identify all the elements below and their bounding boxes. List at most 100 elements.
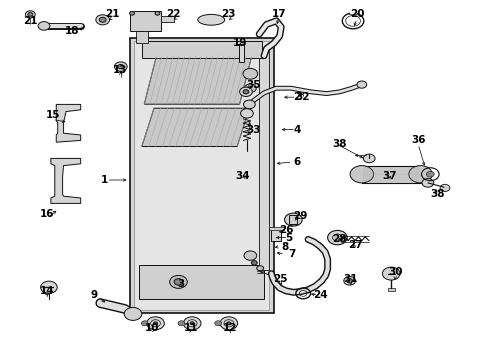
Bar (139, 265, 264, 299)
Circle shape (244, 251, 256, 260)
Polygon shape (56, 104, 81, 142)
Polygon shape (144, 56, 251, 104)
Circle shape (243, 100, 255, 109)
Text: 26: 26 (278, 225, 293, 235)
Bar (236, 41, 245, 44)
Circle shape (155, 12, 160, 15)
Text: 2: 2 (293, 92, 300, 102)
Polygon shape (142, 108, 249, 147)
Bar (142, 41, 261, 58)
Circle shape (343, 276, 355, 285)
Text: 22: 22 (166, 9, 181, 19)
Bar (268, 227, 283, 230)
Text: 33: 33 (245, 125, 260, 135)
Circle shape (146, 317, 164, 330)
Text: 31: 31 (343, 274, 357, 284)
Bar (129, 38, 273, 313)
Text: 36: 36 (410, 135, 425, 145)
Circle shape (169, 275, 187, 288)
Circle shape (327, 230, 346, 245)
Text: 18: 18 (65, 26, 80, 36)
Bar (134, 41, 268, 310)
Circle shape (363, 154, 374, 163)
Text: 23: 23 (221, 9, 236, 19)
Text: 20: 20 (349, 9, 364, 19)
Circle shape (190, 322, 194, 325)
Text: 25: 25 (272, 274, 287, 284)
Text: 11: 11 (183, 323, 198, 333)
Text: 12: 12 (222, 323, 237, 333)
Text: 16: 16 (40, 209, 54, 219)
Text: 3: 3 (177, 279, 184, 289)
Bar (289, 215, 297, 224)
Circle shape (38, 22, 50, 30)
Circle shape (244, 84, 256, 93)
Circle shape (153, 322, 157, 325)
Text: 15: 15 (45, 110, 60, 120)
Text: 1: 1 (100, 175, 107, 185)
Text: 21: 21 (105, 9, 120, 19)
Circle shape (251, 261, 257, 265)
Text: 10: 10 (144, 323, 159, 333)
Circle shape (96, 15, 109, 25)
Bar (271, 229, 281, 241)
Circle shape (382, 267, 399, 280)
Text: 28: 28 (331, 234, 346, 244)
Circle shape (243, 68, 257, 79)
Circle shape (224, 320, 233, 327)
Circle shape (240, 109, 253, 118)
Text: 13: 13 (112, 65, 127, 75)
Text: 30: 30 (387, 267, 402, 277)
Circle shape (346, 279, 352, 283)
Circle shape (214, 321, 221, 326)
Bar (361, 166, 420, 183)
Circle shape (178, 321, 184, 326)
Ellipse shape (197, 14, 224, 25)
Bar (387, 288, 394, 291)
Text: 7: 7 (288, 249, 295, 259)
Circle shape (356, 81, 366, 88)
Text: 17: 17 (271, 9, 285, 19)
Circle shape (220, 317, 237, 330)
Text: 21: 21 (23, 16, 38, 26)
Circle shape (25, 11, 35, 18)
Text: 34: 34 (235, 171, 250, 181)
Circle shape (408, 166, 431, 183)
Text: 38: 38 (429, 189, 444, 199)
Text: 37: 37 (382, 171, 396, 181)
Circle shape (256, 266, 263, 271)
Circle shape (239, 87, 252, 96)
Text: 35: 35 (245, 80, 260, 90)
Circle shape (114, 62, 127, 71)
Bar (136, 31, 148, 43)
Bar (129, 11, 161, 31)
Circle shape (141, 321, 148, 326)
Bar (259, 49, 268, 270)
Text: 9: 9 (90, 290, 97, 300)
Circle shape (124, 307, 142, 320)
Circle shape (439, 184, 449, 192)
Circle shape (243, 90, 248, 94)
Circle shape (284, 213, 302, 226)
Bar (238, 42, 243, 62)
Polygon shape (51, 158, 81, 203)
Circle shape (426, 171, 433, 177)
Text: 24: 24 (312, 290, 327, 300)
Text: 14: 14 (40, 286, 54, 296)
Circle shape (332, 234, 342, 241)
Text: 8: 8 (281, 242, 288, 252)
Text: 5: 5 (285, 233, 292, 243)
Text: 29: 29 (293, 211, 307, 221)
Circle shape (118, 64, 123, 69)
Circle shape (99, 17, 106, 22)
Circle shape (129, 12, 134, 15)
Circle shape (183, 317, 201, 330)
Text: 27: 27 (347, 240, 362, 250)
Text: 4: 4 (293, 125, 300, 135)
Text: 32: 32 (294, 92, 309, 102)
Circle shape (187, 320, 197, 327)
Circle shape (174, 279, 183, 285)
Text: 38: 38 (332, 139, 346, 149)
Circle shape (349, 166, 373, 183)
Circle shape (41, 281, 57, 293)
